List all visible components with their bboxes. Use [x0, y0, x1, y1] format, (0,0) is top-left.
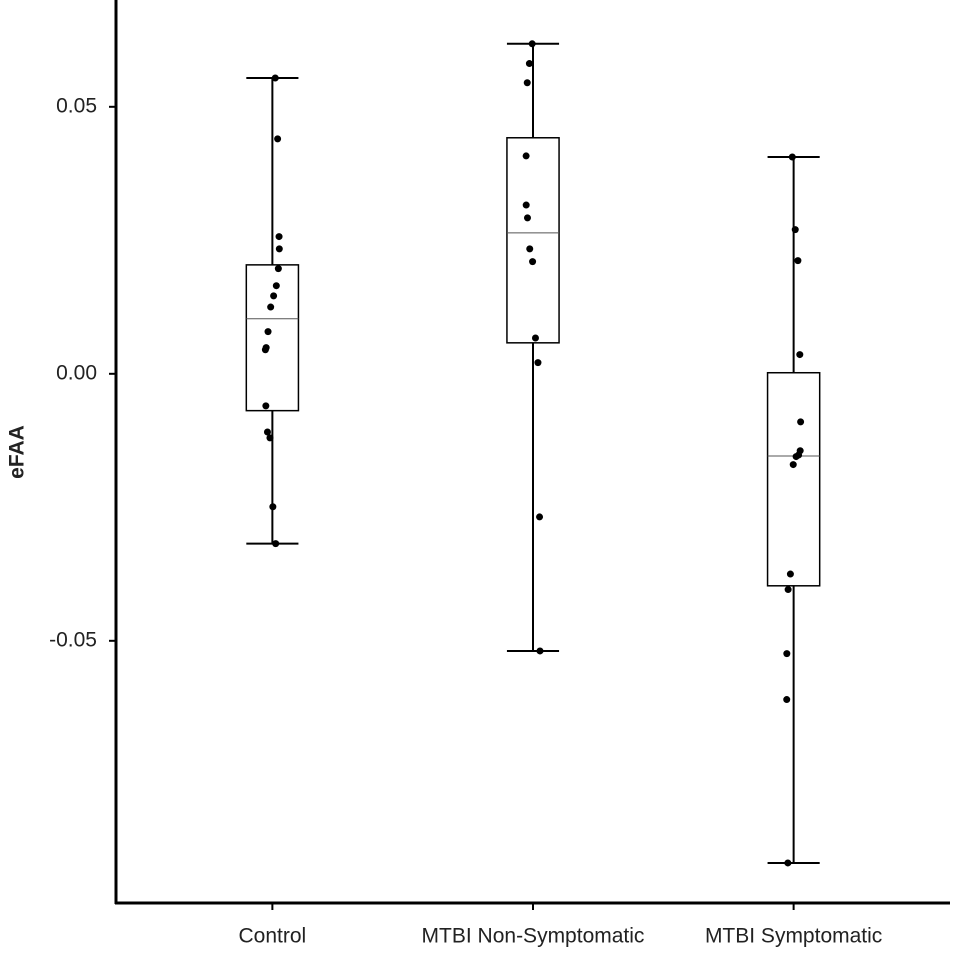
point: [789, 461, 797, 469]
y-tick-label: 0.00: [56, 361, 97, 384]
point: [783, 650, 791, 658]
point: [272, 282, 280, 290]
point: [272, 540, 280, 548]
point: [525, 60, 533, 68]
point: [784, 586, 792, 594]
point: [274, 265, 282, 273]
point: [261, 346, 269, 354]
y-tick-label: 0.05: [56, 94, 97, 117]
x-tick-label: MTBI Non-Symptomatic: [422, 925, 645, 948]
point: [529, 258, 537, 266]
point: [522, 201, 530, 209]
x-tick-label: Control: [239, 925, 307, 948]
x-tick-label: MTBI Symptomatic: [705, 925, 882, 948]
y-axis-label: eFAA: [6, 425, 29, 479]
point: [794, 257, 802, 265]
box: [766, 371, 821, 587]
point: [786, 570, 794, 578]
point: [792, 453, 800, 461]
point: [523, 214, 531, 222]
point: [267, 303, 275, 311]
point: [784, 859, 792, 867]
y-tick-label: -0.05: [49, 628, 97, 651]
point: [262, 402, 270, 410]
point: [275, 233, 283, 241]
point: [536, 647, 544, 655]
point: [274, 135, 282, 143]
point: [788, 153, 796, 161]
point: [522, 152, 530, 160]
point: [526, 245, 534, 253]
box: [506, 137, 560, 344]
point: [271, 74, 279, 82]
point: [783, 696, 791, 704]
point: [528, 40, 536, 48]
point: [264, 328, 272, 336]
point: [534, 359, 542, 367]
point: [797, 418, 805, 426]
point: [263, 428, 271, 436]
point: [266, 434, 274, 442]
box: [245, 264, 300, 412]
point: [791, 226, 799, 234]
point: [269, 503, 277, 511]
point: [796, 351, 804, 359]
point: [275, 245, 283, 253]
point: [523, 79, 531, 87]
point: [536, 513, 544, 521]
point: [531, 334, 539, 342]
point: [270, 292, 278, 300]
